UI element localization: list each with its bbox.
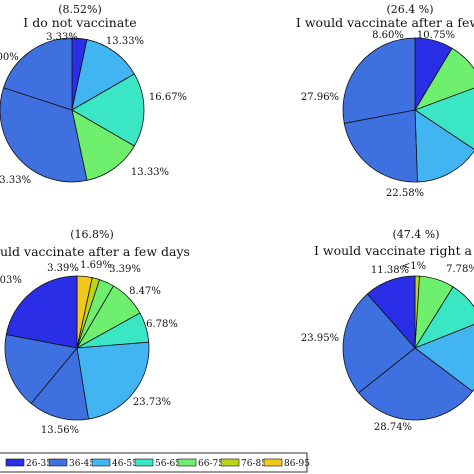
pie-4-slice-5: [358, 347, 474, 421]
legend-swatch-76-85: [220, 458, 240, 467]
pie-2-slice-6: [342, 37, 416, 124]
pie-chart-vaccinate-after-few-days: (16.8%) uld vaccinate after a few days 3…: [0, 228, 190, 436]
pie-4-slice-7: [366, 275, 416, 350]
pie-1-slice-3: [71, 73, 145, 147]
pie-3-slice-9: [5, 275, 78, 349]
pie-4-slice-6: [342, 293, 416, 394]
pie-4-label-1: <1%: [402, 261, 426, 272]
pie-3-label-1: 3.39%: [47, 263, 79, 274]
pie-3-label-8: 2.03%: [0, 275, 22, 286]
pie-4-slices: [342, 275, 474, 421]
pie-3-label-6: 23.73%: [133, 397, 171, 408]
pie-1-slices: [0, 37, 145, 183]
pie-2-slice-2: [414, 47, 474, 111]
pie-chart-do-not-vaccinate: (8.52%) I do not vaccinate 3.33% 13.33% …: [0, 3, 187, 186]
pie-3-slices: [4, 275, 150, 421]
pie-2-title: I would vaccinate after a few: [296, 15, 474, 30]
pie-4-label-4: 23.95%: [301, 333, 339, 344]
pie-1-label-2: 13.33%: [106, 36, 144, 47]
legend-label-26-35: 26-35: [26, 459, 52, 469]
pie-3-slice-7: [30, 347, 89, 421]
pie-1-slice-5: [0, 87, 88, 183]
legend: 26-35 36-45 46-55 56-65 66-75 76-85 86-95: [0, 452, 310, 473]
pie-2-share: (26.4 %): [386, 3, 433, 16]
pie-3-label-3: 3.39%: [109, 264, 141, 275]
pie-3-share: (16.8%): [70, 228, 114, 241]
legend-swatch-56-65: [134, 458, 154, 467]
pie-4-share: (47.4 %): [392, 228, 439, 241]
pie-3-title: uld vaccinate after a few days: [0, 244, 190, 259]
pie-chart-vaccinate-right-away: (47.4 %) I would vaccinate right a <1% 7…: [301, 228, 474, 433]
pie-4-slice-3: [414, 286, 474, 349]
pie-1-label-5: 13.33%: [0, 175, 31, 186]
pie-1-slice-2: [71, 39, 135, 111]
pie-1-share: (8.52%): [58, 3, 102, 16]
pie-1-slice-4: [71, 109, 135, 181]
legend-label-36-45: 36-45: [69, 459, 95, 469]
pie-chart-vaccinate-after-few: (26.4 %) I would vaccinate after a few 8…: [296, 3, 474, 199]
legend-items: 26-35 36-45 46-55 56-65 66-75 76-85 86-95: [5, 458, 310, 469]
pie-1-slice-6: [3, 37, 73, 111]
pie-3-label-2: 1.69%: [80, 260, 112, 271]
pie-3-slice-6: [76, 341, 150, 420]
pie-3-label-7: 13.56%: [41, 425, 79, 436]
pie-1-title: I do not vaccinate: [23, 15, 136, 30]
pie-2-slices: [342, 37, 474, 183]
pie-4-label-5: 28.74%: [374, 422, 412, 433]
pie-4-slice-4: [414, 324, 474, 392]
pie-2-label-2: 10.75%: [417, 30, 455, 41]
pie-4-label-2: 7.78%: [446, 264, 474, 275]
pie-2-label-3: 27.96%: [301, 92, 339, 103]
legend-swatch-46-55: [91, 458, 111, 467]
pie-1-label-4: 13.33%: [131, 167, 169, 178]
pie-3-label-5: 6.78%: [146, 319, 178, 330]
pie-1-label-1: 3.33%: [46, 32, 78, 43]
pie-1-label-6: .00%: [0, 52, 19, 63]
pie-2-slice-3: [414, 87, 474, 150]
legend-label-46-55: 46-55: [112, 459, 138, 469]
pie-3-label-4: 8.47%: [129, 286, 161, 297]
legend-swatch-26-35: [5, 458, 25, 467]
legend-label-56-65: 56-65: [155, 459, 181, 469]
pie-4-label-3: 11.38%: [371, 265, 409, 276]
legend-label-76-85: 76-85: [241, 459, 267, 469]
pie-2-slice-5: [343, 109, 418, 183]
legend-label-66-75: 66-75: [198, 459, 224, 469]
legend-swatch-86-95: [263, 458, 283, 467]
pie-2-label-1: 8.60%: [372, 30, 404, 41]
pie-4-title: I would vaccinate right a: [314, 243, 473, 258]
legend-frame: [0, 452, 308, 473]
legend-swatch-66-75: [177, 458, 197, 467]
pie-1-label-3: 16.67%: [149, 92, 187, 103]
legend-label-86-95: 86-95: [284, 459, 310, 469]
pie-3-slice-8: [4, 334, 78, 405]
pie-2-label-4: 22.58%: [386, 188, 424, 199]
legend-swatch-36-45: [48, 458, 68, 467]
